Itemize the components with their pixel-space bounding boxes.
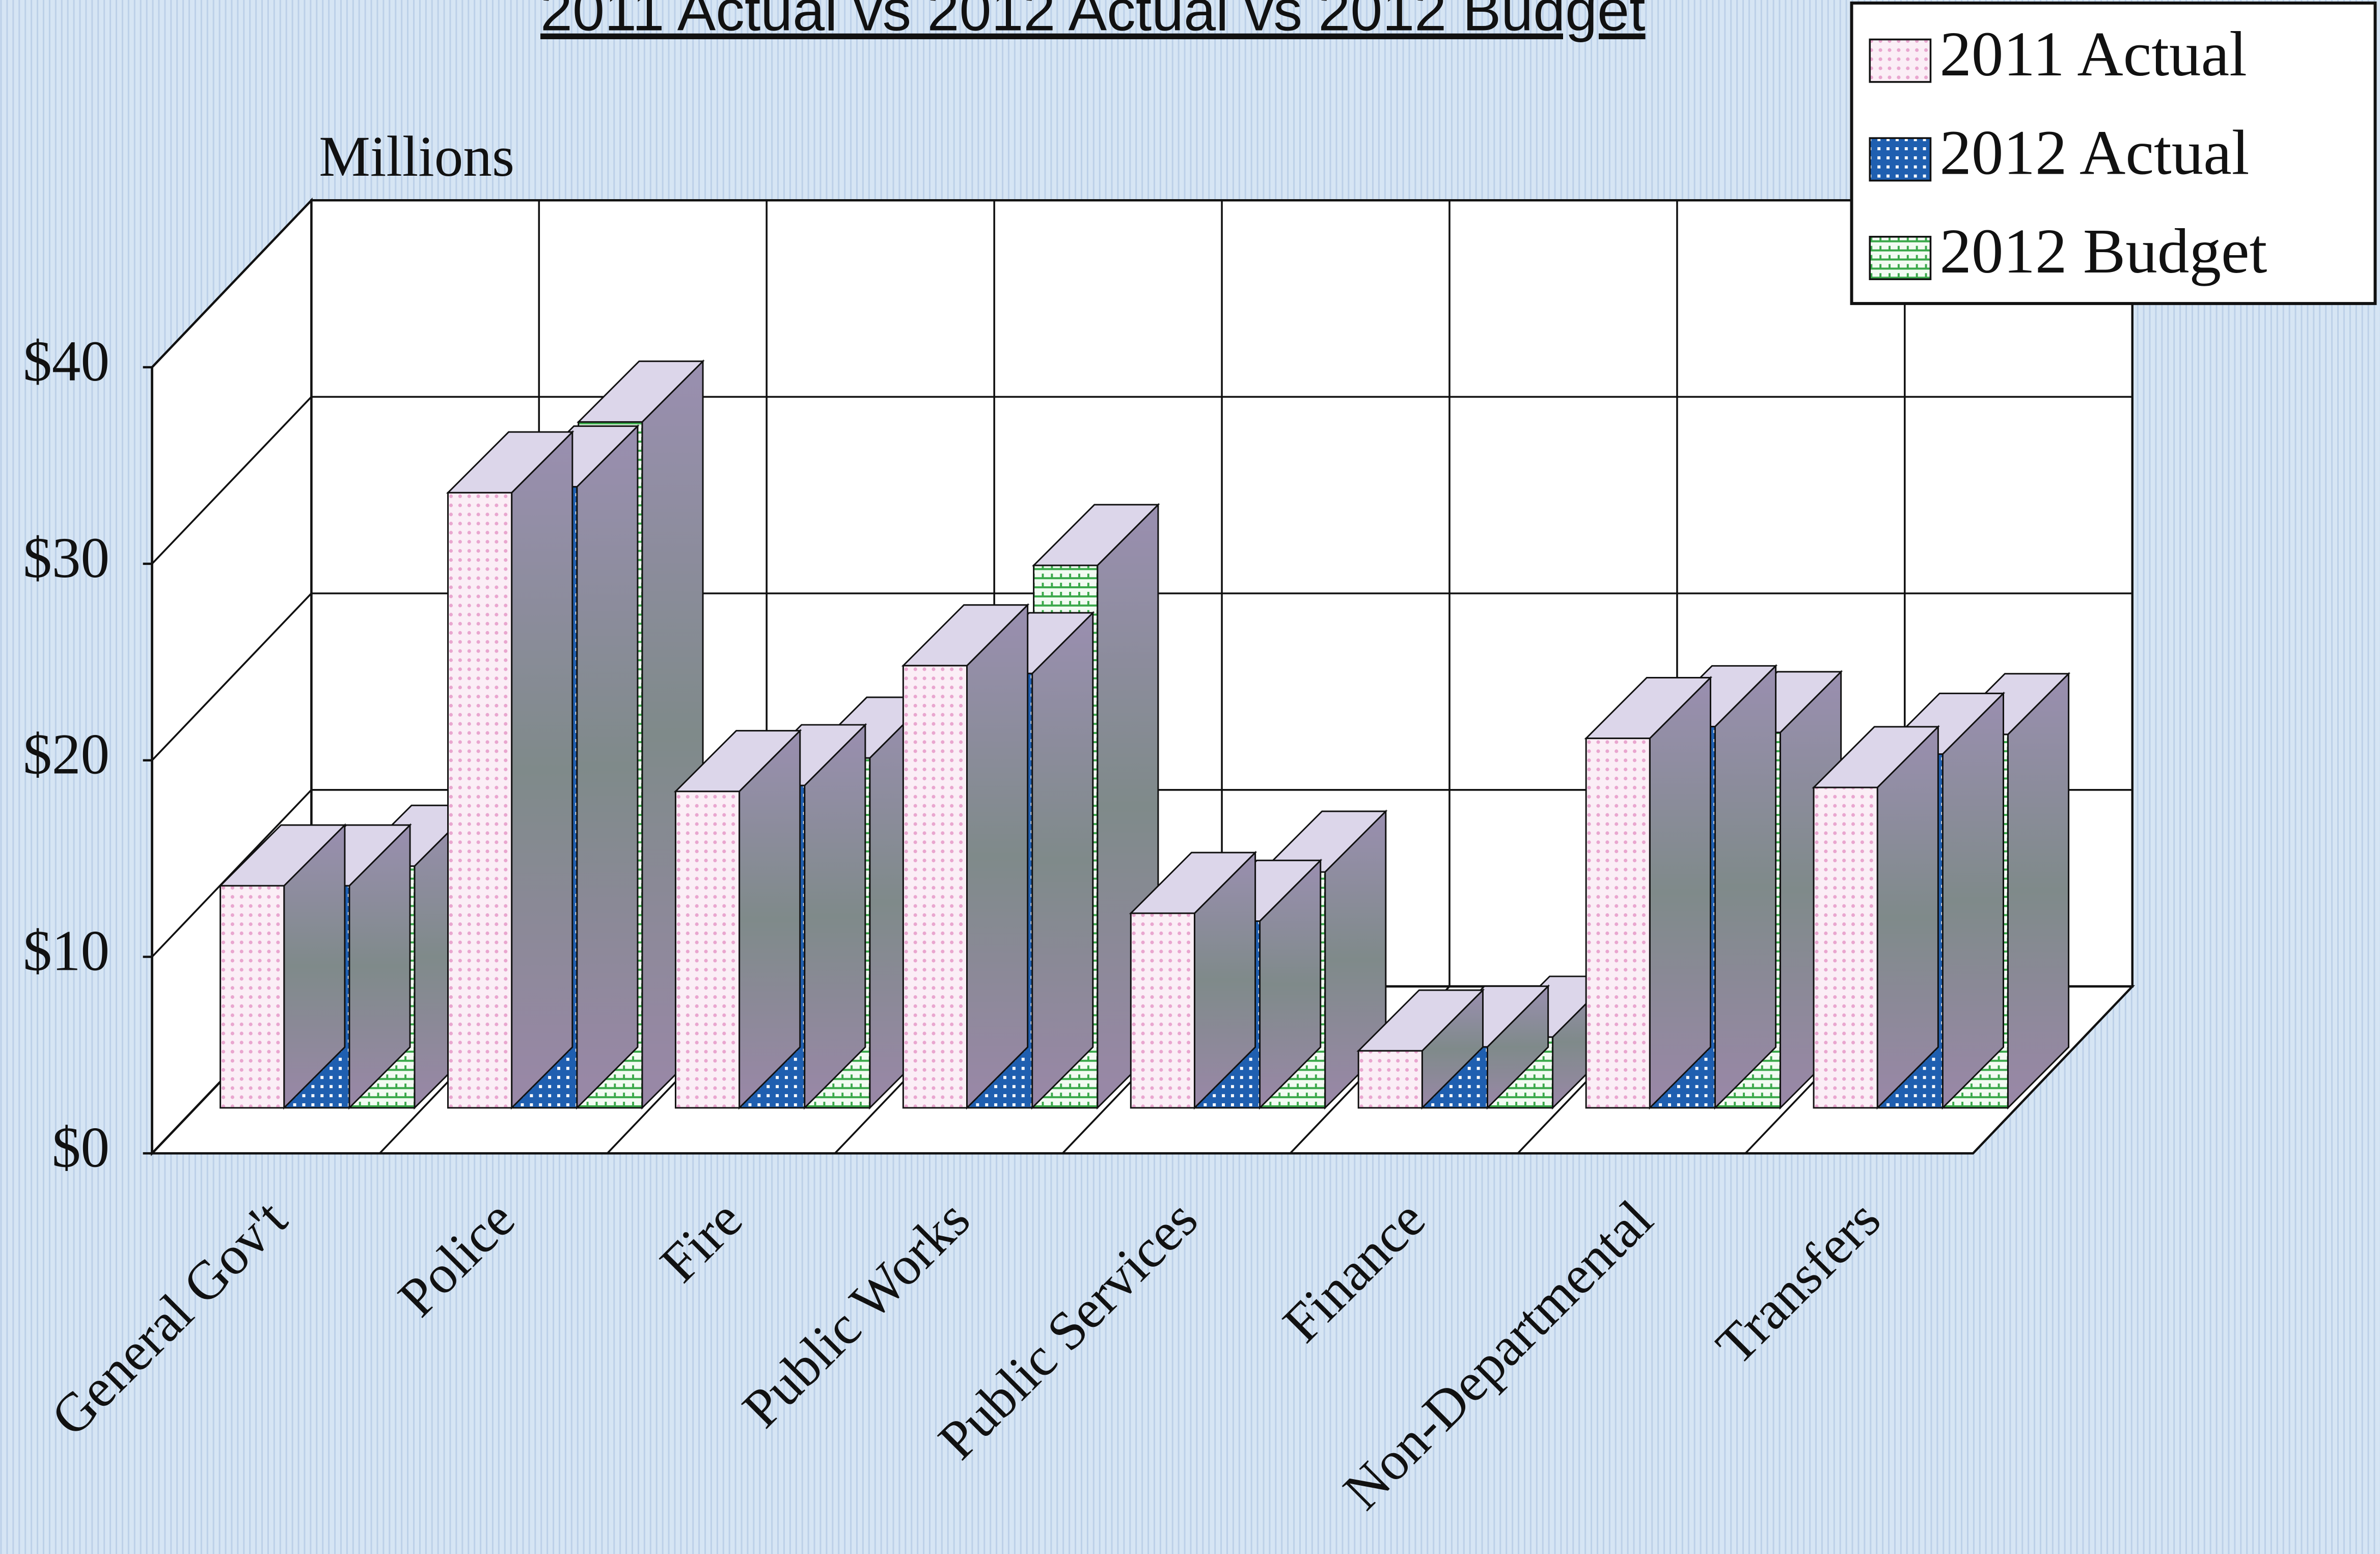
y-tick-label: $30 [23, 526, 110, 590]
legend: 2011 Actual 2012 Actual 2012 Budget [1869, 19, 2267, 287]
grid-line-side [151, 396, 312, 565]
legend-swatch [1869, 38, 1932, 83]
bar-side [804, 723, 866, 1110]
bar-side [1649, 675, 1711, 1110]
bar [902, 665, 968, 1109]
bar-side [1941, 691, 2004, 1110]
y-tick-label: $40 [23, 330, 110, 393]
bar [1357, 1050, 1423, 1109]
plot-area [143, 197, 2135, 1156]
bar [447, 492, 513, 1109]
bar [220, 885, 285, 1109]
legend-swatch [1869, 236, 1932, 281]
legend-label: 2012 Budget [1939, 216, 2267, 287]
bar-side [966, 603, 1029, 1110]
grid-line-side [151, 592, 312, 761]
bar [1585, 738, 1651, 1109]
bar-side [576, 424, 639, 1110]
legend-box [1850, 1, 2377, 305]
bar-side [511, 430, 573, 1110]
bar-side [1714, 664, 1777, 1110]
y-tick-label: $0 [52, 1115, 110, 1179]
y-tick-label: $20 [23, 723, 110, 786]
bar [1813, 786, 1878, 1109]
bar-side [1876, 725, 1939, 1110]
y-tick-label: $10 [23, 919, 110, 983]
chart-title: 2011 Actual vs 2012 Actual vs 2012 Budge… [540, 0, 1646, 43]
bar [674, 790, 741, 1109]
legend-swatch [1869, 137, 1932, 182]
y-axis-label: Millions [319, 125, 514, 188]
bar-side [738, 729, 801, 1110]
bar [1130, 912, 1195, 1109]
bar-side [1031, 611, 1094, 1110]
grid-line-side [151, 200, 312, 368]
legend-label: 2011 Actual [1939, 19, 2247, 90]
legend-label: 2012 Actual [1939, 118, 2249, 188]
bar-side [2007, 672, 2070, 1110]
